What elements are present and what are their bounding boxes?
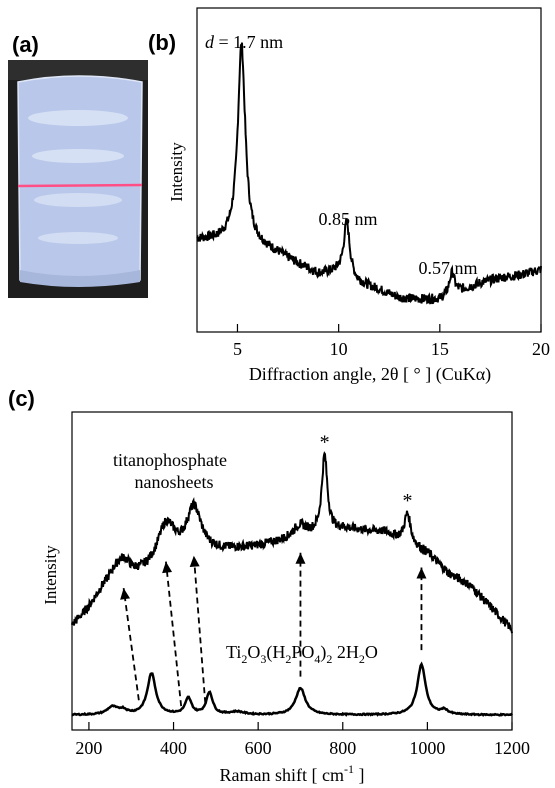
raman-arrow-head bbox=[416, 567, 427, 579]
raman-arrows bbox=[120, 552, 427, 707]
raman-x-tick-label: 1200 bbox=[494, 738, 530, 758]
raman-arrow-head bbox=[189, 555, 200, 568]
xrd-series-line bbox=[196, 42, 542, 305]
xrd-x-tick-label: 20 bbox=[532, 339, 550, 359]
raman-y-axis-label: Intensity bbox=[41, 545, 60, 605]
beaker-reflection bbox=[32, 149, 124, 163]
raman-x-tick-label: 600 bbox=[245, 738, 272, 758]
raman-stars: ** bbox=[320, 432, 413, 513]
xrd-peak-label: d = 1.7 nm bbox=[205, 32, 283, 52]
beaker-bottom bbox=[20, 270, 140, 287]
xrd-peak-label: 0.57 nm bbox=[418, 258, 477, 278]
raman-peak-star: * bbox=[320, 432, 330, 454]
raman-series-nanosheets-label-line2: nanosheets bbox=[135, 472, 214, 492]
panel-a: (a) bbox=[8, 32, 148, 298]
panel-b-label: (b) bbox=[148, 30, 176, 55]
panel-c: (c) 200 400 600 800 1000 1200 ** titanophosph… bbox=[8, 386, 530, 785]
xrd-x-tick-label: 10 bbox=[330, 339, 348, 359]
xrd-x-axis-label: Diffraction angle, 2θ [ ° ] (CuKα) bbox=[249, 364, 491, 385]
xrd-x-tick-label: 15 bbox=[431, 339, 449, 359]
photo-backdrop-text-band bbox=[8, 60, 148, 80]
beaker-reflection bbox=[34, 193, 122, 207]
xrd-plot-frame bbox=[196, 7, 542, 333]
raman-arrow-head bbox=[120, 588, 131, 600]
raman-x-tick-label: 800 bbox=[329, 738, 356, 758]
raman-x-axis-label: Raman shift [ cm-1 ] bbox=[220, 762, 365, 785]
xrd-y-axis-label: Intensity bbox=[167, 142, 186, 202]
raman-x-tick-label: 200 bbox=[75, 738, 102, 758]
panel-c-label: (c) bbox=[8, 386, 35, 411]
panel-a-label: (a) bbox=[12, 32, 39, 57]
beaker-reflection bbox=[38, 232, 118, 244]
raman-arrow-line bbox=[122, 588, 140, 701]
raman-x-tick-label: 400 bbox=[160, 738, 187, 758]
raman-arrow-line bbox=[192, 555, 207, 704]
raman-peak-star: * bbox=[403, 490, 413, 512]
raman-series-ti2o3-line bbox=[71, 661, 514, 717]
raman-x-tick-label: 1000 bbox=[409, 738, 445, 758]
beaker-body bbox=[17, 75, 143, 286]
raman-series-nanosheets-label-line1: titanophosphate bbox=[113, 450, 227, 470]
raman-arrow-head bbox=[162, 561, 173, 574]
raman-arrow-line bbox=[165, 561, 183, 707]
raman-series-ti2o3-label: Ti2O3(H2PO4)2 2H2O bbox=[226, 642, 378, 666]
laser-line bbox=[17, 183, 143, 188]
xrd-peak-labels: d = 1.7 nm 0.85 nm 0.57 nm bbox=[205, 32, 478, 278]
beaker-reflection bbox=[28, 110, 128, 126]
raman-plot-frame bbox=[71, 411, 513, 731]
raman-arrow-head bbox=[295, 552, 306, 564]
xrd-x-axis: 5 10 15 20 bbox=[233, 324, 550, 359]
beaker-photo bbox=[8, 60, 148, 298]
raman-series-nanosheets-line bbox=[71, 451, 513, 634]
panel-b: (b) 5 10 15 20 Intensity Diffraction angle,… bbox=[148, 7, 550, 385]
xrd-peak-label: 0.85 nm bbox=[318, 209, 377, 229]
xrd-x-tick-label: 5 bbox=[233, 339, 242, 359]
raman-x-axis: 200 400 600 800 1000 1200 bbox=[75, 722, 530, 758]
